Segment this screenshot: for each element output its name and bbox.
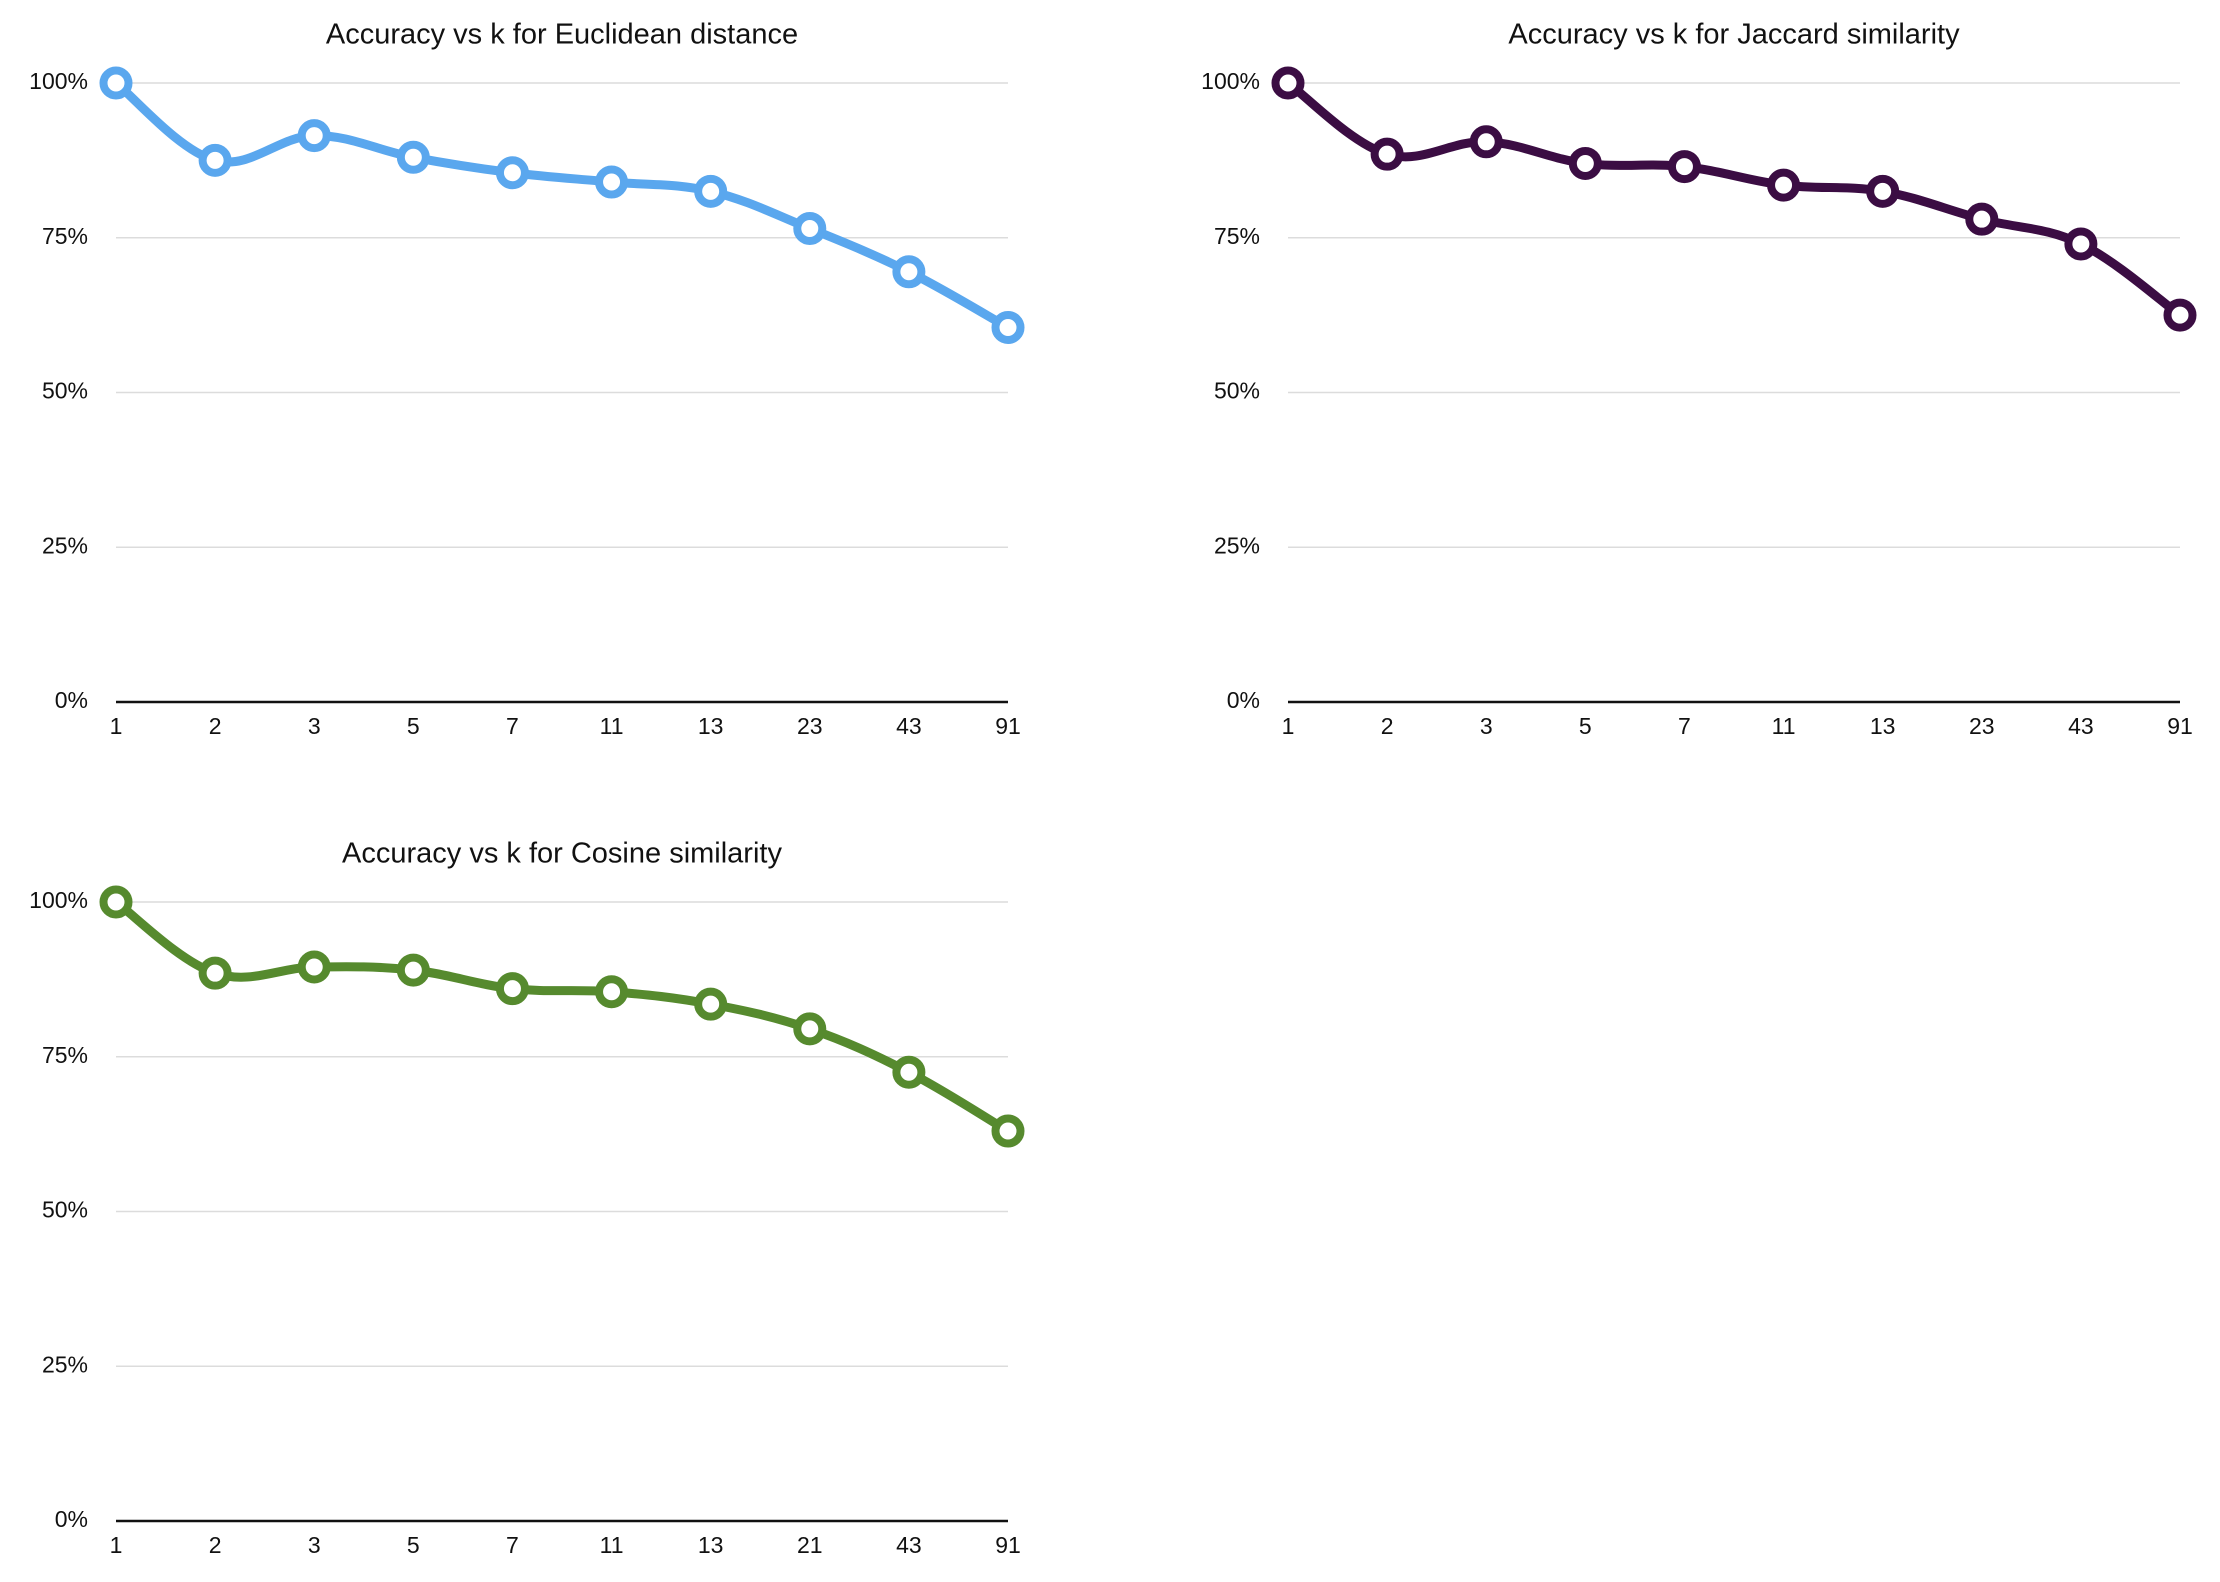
x-tick-label: 43	[2068, 713, 2094, 739]
data-point	[495, 156, 529, 190]
x-tick-label: 43	[896, 713, 922, 739]
y-tick-label: 0%	[55, 1506, 88, 1532]
y-tick-label: 50%	[42, 378, 88, 404]
data-point	[297, 950, 331, 984]
data-point	[396, 140, 430, 174]
x-tick-label: 21	[797, 1532, 823, 1558]
x-tick-label: 2	[1381, 713, 1394, 739]
data-point	[1370, 137, 1404, 171]
x-tick-label: 91	[2167, 713, 2193, 739]
data-point	[2064, 227, 2098, 261]
y-tick-label: 50%	[1214, 378, 1260, 404]
data-point	[1271, 66, 1305, 100]
x-tick-label: 91	[995, 1532, 1021, 1558]
data-point	[892, 1055, 926, 1089]
x-tick-label: 13	[1870, 713, 1896, 739]
data-point	[1469, 125, 1503, 159]
x-tick-label: 3	[1480, 713, 1493, 739]
data-point	[198, 956, 232, 990]
series-line	[111, 78, 1013, 333]
data-point	[595, 165, 629, 199]
y-tick-label: 100%	[29, 887, 88, 913]
x-tick-label: 2	[209, 713, 222, 739]
data-point	[793, 1012, 827, 1046]
x-tick-label: 13	[698, 1532, 724, 1558]
y-tick-label: 75%	[42, 223, 88, 249]
data-point	[991, 1114, 1025, 1148]
x-tick-label: 5	[407, 1532, 420, 1558]
y-tick-label: 75%	[42, 1042, 88, 1068]
y-tick-label: 50%	[42, 1197, 88, 1223]
data-point	[694, 987, 728, 1021]
y-tick-label: 100%	[1201, 68, 1260, 94]
y-tick-label: 0%	[1227, 687, 1260, 713]
data-point	[892, 255, 926, 289]
y-tick-label: 75%	[1214, 223, 1260, 249]
x-tick-label: 5	[407, 713, 420, 739]
x-tick-label: 3	[308, 713, 321, 739]
chart-title: Accuracy vs k for Euclidean distance	[326, 19, 798, 51]
x-tick-label: 3	[308, 1532, 321, 1558]
y-tick-label: 0%	[55, 687, 88, 713]
x-tick-label: 13	[698, 713, 724, 739]
data-point	[1667, 150, 1701, 184]
data-point	[793, 211, 827, 245]
x-tick-label: 1	[110, 1532, 123, 1558]
y-tick-label: 25%	[42, 532, 88, 558]
x-tick-label: 7	[506, 713, 519, 739]
x-tick-label: 2	[209, 1532, 222, 1558]
data-point	[595, 975, 629, 1009]
x-tick-label: 11	[600, 1532, 624, 1558]
data-point	[2163, 298, 2197, 332]
data-point	[396, 953, 430, 987]
x-tick-label: 1	[110, 713, 123, 739]
chart-cosine: Accuracy vs k for Cosine similarity 0% 25%…	[29, 838, 1025, 1558]
x-tick-label: 7	[506, 1532, 519, 1558]
y-tick-label: 25%	[42, 1351, 88, 1377]
chart-title: Accuracy vs k for Cosine similarity	[342, 838, 782, 870]
data-point	[99, 885, 133, 919]
data-point	[991, 311, 1025, 345]
data-point	[1767, 168, 1801, 202]
x-tick-label: 7	[1678, 713, 1691, 739]
data-point	[297, 119, 331, 153]
data-point	[1866, 174, 1900, 208]
x-tick-label: 11	[1772, 713, 1796, 739]
y-tick-label: 25%	[1214, 532, 1260, 558]
chart-euclidean: Accuracy vs k for Euclidean distance0%25…	[29, 19, 1025, 739]
x-tick-label: 5	[1579, 713, 1592, 739]
chart-title: Accuracy vs k for Jaccard similarity	[1508, 19, 1960, 51]
x-tick-label: 43	[896, 1532, 922, 1558]
data-point	[198, 143, 232, 177]
x-tick-label: 23	[797, 713, 823, 739]
x-tick-label: 91	[995, 713, 1021, 739]
x-tick-label: 23	[1969, 713, 1995, 739]
data-point	[1568, 146, 1602, 180]
series-line	[111, 897, 1013, 1136]
x-tick-label: 11	[600, 713, 624, 739]
y-tick-label: 100%	[29, 68, 88, 94]
data-point	[495, 972, 529, 1006]
data-point	[694, 174, 728, 208]
data-point	[1965, 202, 1999, 236]
data-point	[99, 66, 133, 100]
x-tick-label: 1	[1282, 713, 1295, 739]
chart-jaccard: Accuracy vs k for Jaccard similarity0%25…	[1201, 19, 2197, 739]
series-line	[1283, 78, 2185, 320]
